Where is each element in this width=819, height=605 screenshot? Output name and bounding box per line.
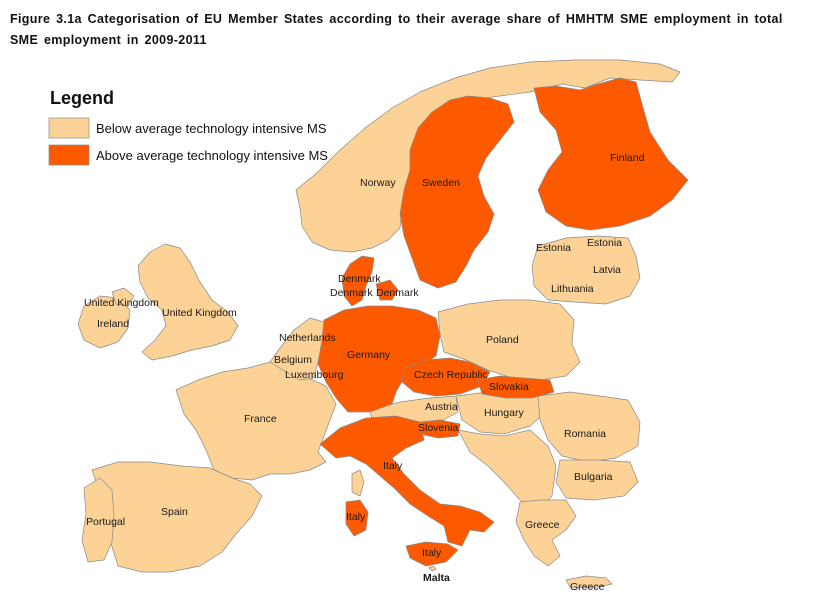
legend-swatch-above — [48, 144, 90, 166]
label-uk-1: United Kingdom — [84, 297, 159, 309]
legend-label-above: Above average technology intensive MS — [96, 148, 328, 163]
country-balkans — [457, 429, 557, 511]
label-italy-3: Italy — [422, 547, 442, 559]
label-denmark-3: Denmark — [376, 287, 419, 299]
label-italy-2: Italy — [346, 511, 366, 523]
label-spain: Spain — [161, 506, 188, 518]
label-italy-1: Italy — [383, 460, 403, 472]
island-sicily — [405, 541, 459, 567]
label-belgium: Belgium — [274, 354, 312, 366]
label-denmark-2: Denmark — [330, 287, 373, 299]
island-corsica — [351, 469, 365, 497]
label-netherlands: Netherlands — [279, 332, 336, 344]
island-sardinia — [345, 499, 369, 537]
country-bulgaria — [555, 459, 639, 501]
figure-title: Figure 3.1a Categorisation of EU Member … — [10, 12, 783, 47]
label-ireland: Ireland — [97, 318, 129, 330]
legend: Legend Below average technology intensiv… — [48, 88, 328, 166]
label-france: France — [244, 413, 277, 425]
country-malta — [428, 565, 437, 572]
label-luxembourg: Luxembourg — [285, 369, 344, 381]
country-slovakia — [477, 375, 555, 399]
legend-title: Legend — [50, 88, 114, 108]
country-sweden — [399, 95, 515, 289]
label-czech-republic: Czech Republic — [414, 369, 488, 381]
label-estonia-2: Estonia — [587, 237, 622, 249]
label-bulgaria: Bulgaria — [574, 471, 613, 483]
legend-label-below: Below average technology intensive MS — [96, 121, 327, 136]
country-finland — [533, 77, 689, 231]
country-france — [175, 361, 337, 481]
country-crete — [565, 575, 613, 589]
country-baltics — [531, 235, 641, 305]
label-romania: Romania — [564, 428, 606, 440]
label-hungary: Hungary — [484, 407, 524, 419]
country-italy — [319, 415, 495, 547]
label-estonia-1: Estonia — [536, 242, 571, 254]
country-united-kingdom — [137, 243, 239, 361]
label-finland: Finland — [610, 152, 645, 164]
label-poland: Poland — [486, 334, 519, 346]
label-denmark-1: Denmark — [338, 273, 381, 285]
country-labels: Norway Sweden Finland Estonia Estonia La… — [84, 152, 645, 593]
label-sweden: Sweden — [422, 177, 460, 189]
label-uk-2: United Kingdom — [162, 307, 237, 319]
label-norway: Norway — [360, 177, 396, 189]
island-zealand — [375, 279, 399, 301]
country-romania — [537, 391, 641, 463]
country-ireland — [77, 295, 131, 349]
label-slovakia: Slovakia — [489, 381, 529, 393]
label-austria: Austria — [425, 401, 458, 413]
label-portugal: Portugal — [86, 516, 125, 528]
country-greece — [515, 499, 577, 567]
label-germany: Germany — [347, 349, 391, 361]
label-lithuania: Lithuania — [551, 283, 594, 295]
country-poland — [437, 299, 581, 381]
legend-swatch-below — [48, 117, 90, 139]
label-greece-2: Greece — [570, 581, 605, 593]
country-northern-ireland — [111, 287, 135, 307]
country-denmark — [341, 255, 375, 307]
label-latvia: Latvia — [593, 264, 621, 276]
label-malta: Malta — [423, 572, 450, 584]
label-slovenia: Slovenia — [418, 422, 458, 434]
label-greece-1: Greece — [525, 519, 560, 531]
country-portugal — [81, 477, 115, 563]
